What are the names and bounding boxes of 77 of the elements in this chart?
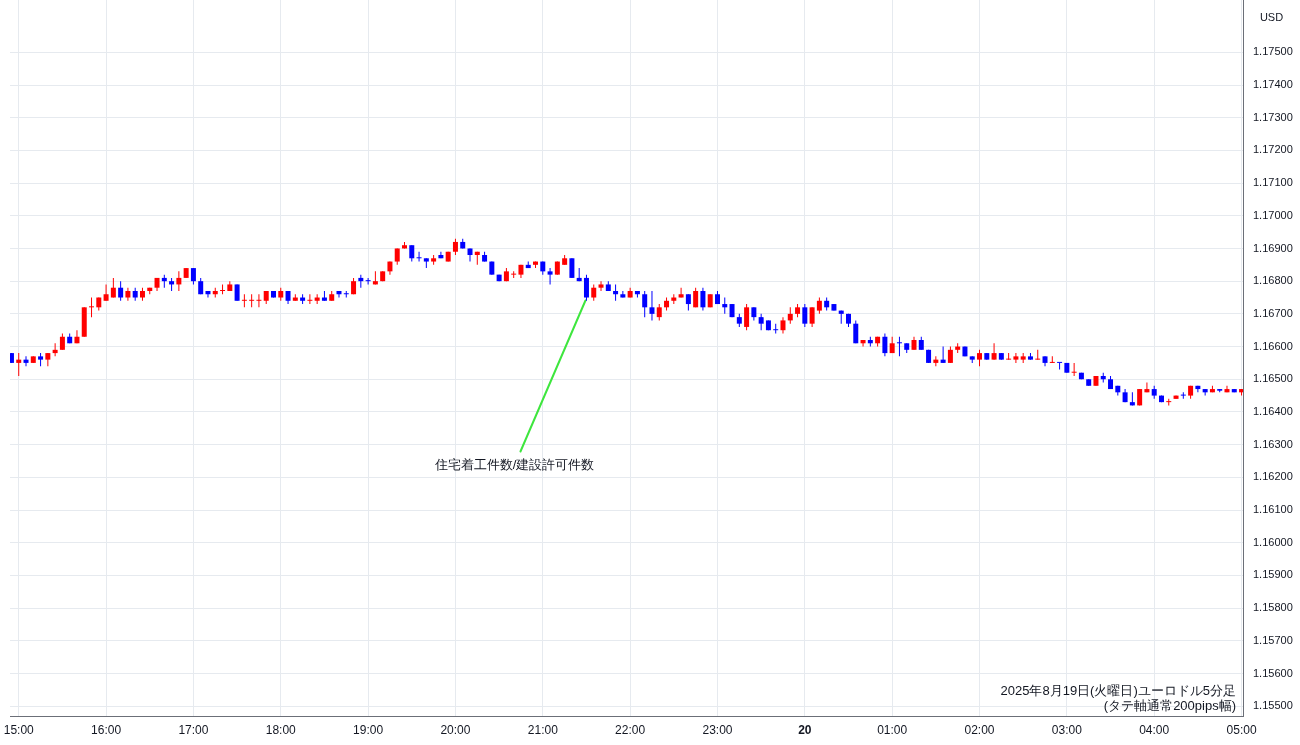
candlestick xyxy=(547,268,553,285)
candlestick xyxy=(1020,353,1026,363)
annotation: (タテ軸通常200pips幅) xyxy=(1103,698,1236,713)
y-tick-label: 1.17400 xyxy=(1253,78,1293,91)
candlestick xyxy=(598,281,604,291)
candlestick xyxy=(1027,353,1033,360)
candlestick xyxy=(30,356,36,363)
candlestick xyxy=(489,261,495,275)
y-tick-label: 1.16800 xyxy=(1253,274,1293,287)
x-tick-label: 01:00 xyxy=(877,722,908,737)
candlestick xyxy=(569,258,575,278)
candlestick xyxy=(1231,389,1237,393)
annotation: 住宅着工件数/建設許可件数 xyxy=(433,457,595,473)
candlestick xyxy=(1173,395,1179,399)
y-tick-label: 1.16900 xyxy=(1253,241,1293,254)
candlestick xyxy=(423,258,429,269)
y-tick-label: 1.15500 xyxy=(1253,699,1293,712)
candlestick xyxy=(1013,353,1019,363)
x-tick-label: 15:00 xyxy=(3,722,35,737)
y-tick-label: 1.17100 xyxy=(1253,176,1293,189)
x-tick-label: 16:00 xyxy=(91,722,122,737)
x-tick-label: 20:00 xyxy=(440,722,471,737)
candlestick xyxy=(234,284,240,301)
candlestick xyxy=(729,304,735,318)
y-axis-title: USD xyxy=(1259,11,1284,24)
candlestick xyxy=(998,353,1004,360)
y-tick-label: 1.15800 xyxy=(1253,601,1293,614)
x-tick-label: 20 xyxy=(798,722,812,737)
candlestick xyxy=(1137,389,1143,406)
x-tick-label: 17:00 xyxy=(178,722,209,737)
candlestick xyxy=(962,346,968,357)
candlestick xyxy=(765,320,771,331)
x-tick-label: 04:00 xyxy=(1139,722,1170,737)
y-tick-label: 1.17200 xyxy=(1253,143,1293,156)
candlestick xyxy=(620,290,626,298)
x-tick-label: 03:00 xyxy=(1051,722,1083,737)
annotation: 2025年8月19日(火曜日)ユーロドル5分足 xyxy=(1000,683,1236,698)
y-tick-label: 1.16500 xyxy=(1253,372,1293,385)
y-tick-label: 1.16000 xyxy=(1253,535,1293,548)
candlestick xyxy=(38,353,44,367)
x-tick-label: 19:00 xyxy=(353,722,384,737)
y-tick-label: 1.16600 xyxy=(1253,339,1293,352)
x-tick-label: 05:00 xyxy=(1226,722,1257,737)
candlestick xyxy=(707,294,713,308)
y-tick-label: 1.16100 xyxy=(1253,503,1293,516)
x-tick-label: 02:00 xyxy=(964,722,995,737)
y-tick-label: 1.16300 xyxy=(1253,437,1293,450)
candlestick xyxy=(926,349,932,363)
candlestick xyxy=(1217,389,1223,393)
candlestick xyxy=(183,268,189,278)
candlestick xyxy=(984,353,990,360)
x-tick-label: 22:00 xyxy=(615,722,646,737)
y-tick-label: 1.15600 xyxy=(1253,666,1293,679)
candlestick xyxy=(380,271,386,282)
y-tick-label: 1.16700 xyxy=(1253,306,1293,319)
y-tick-label: 1.17300 xyxy=(1253,110,1293,123)
candlestick xyxy=(1093,375,1099,386)
candlestick xyxy=(445,251,451,262)
candlestick xyxy=(10,353,14,363)
x-tick-label: 23:00 xyxy=(702,722,733,737)
y-tick-label: 1.17500 xyxy=(1253,45,1293,58)
candlestick xyxy=(969,356,975,363)
y-tick-label: 1.15900 xyxy=(1253,568,1293,581)
candlestick xyxy=(270,290,276,298)
y-tick-label: 1.15700 xyxy=(1253,633,1293,646)
candlestick xyxy=(1064,362,1070,373)
candlestick xyxy=(554,261,560,275)
y-tick-label: 1.16200 xyxy=(1253,470,1293,483)
y-tick-label: 1.17000 xyxy=(1253,208,1293,221)
candlestick xyxy=(831,304,837,311)
x-tick-label: 21:00 xyxy=(527,722,559,737)
candlestick xyxy=(678,287,684,298)
candlestick xyxy=(81,307,87,337)
candlestick xyxy=(1086,379,1092,386)
candlestick xyxy=(431,255,437,265)
x-tick-label: 18:00 xyxy=(265,722,297,737)
y-tick-label: 1.16400 xyxy=(1253,404,1293,417)
